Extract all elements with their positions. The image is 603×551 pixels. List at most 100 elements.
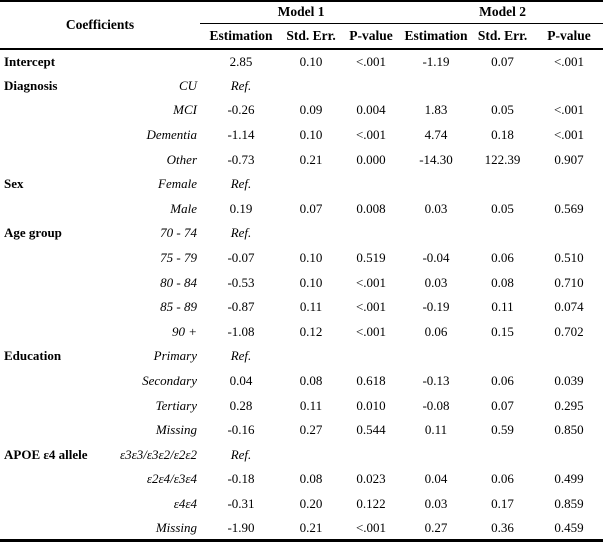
level-cell: 75 - 79 — [160, 250, 198, 266]
value-cell: 0.59 — [491, 422, 514, 438]
value-cell: 0.702 — [554, 323, 584, 339]
value-cell: -0.18 — [227, 471, 255, 487]
value-cell: 0.06 — [491, 250, 514, 266]
sub-header-row: Estimation Std. Err. P-value Estimation … — [0, 23, 603, 50]
value-cell: 0.06 — [491, 373, 514, 389]
value-cell: 0.21 — [299, 151, 323, 167]
group-cell — [0, 246, 95, 271]
value-cell — [340, 221, 402, 246]
table-row: Secondary 0.04 0.08 0.618 -0.13 0.06 0.0… — [0, 369, 603, 394]
value-cell: 0.05 — [491, 102, 514, 118]
value-cell: -1.19 — [422, 53, 450, 69]
table-row: Dementia -1.14 0.10 <.001 4.74 0.18 <.00… — [0, 123, 603, 148]
value-cell — [282, 221, 340, 246]
value-cell: 0.19 — [229, 200, 253, 216]
level-cell: CU — [178, 77, 198, 93]
value-cell: 0.04 — [229, 373, 253, 389]
model2-stderr-header: Std. Err. — [470, 23, 536, 50]
value-cell — [402, 74, 470, 99]
value-cell: 0.023 — [356, 471, 386, 487]
value-cell: Ref. — [230, 176, 252, 192]
value-cell: 0.10 — [299, 250, 323, 266]
value-cell — [402, 443, 470, 468]
value-cell — [470, 74, 535, 99]
value-cell: -0.73 — [227, 151, 255, 167]
value-cell: 0.36 — [491, 519, 514, 535]
value-cell — [402, 221, 470, 246]
value-cell: <.001 — [355, 519, 387, 535]
model1-estimation-header: Estimation — [200, 23, 283, 50]
value-cell: 0.510 — [554, 250, 584, 266]
value-cell: 4.74 — [424, 127, 448, 143]
value-cell: 0.09 — [299, 102, 323, 118]
level-cell: Tertiary — [155, 397, 198, 413]
model-header-row: Coefficients Model 1 Model 2 — [0, 1, 603, 50]
value-cell: 0.710 — [554, 274, 584, 290]
value-cell — [340, 443, 402, 468]
value-cell: 0.21 — [299, 519, 323, 535]
group-cell — [0, 197, 95, 222]
value-cell: 0.295 — [554, 397, 584, 413]
table-body: Intercept 2.85 0.10 <.001 -1.19 0.07 <.0… — [0, 49, 603, 541]
level-cell: 70 - 74 — [160, 225, 198, 241]
value-cell: 0.519 — [356, 250, 386, 266]
value-cell: 0.03 — [424, 200, 448, 216]
value-cell: -1.14 — [227, 127, 255, 143]
value-cell: 0.04 — [424, 471, 448, 487]
value-cell: 0.10 — [299, 127, 323, 143]
value-cell: <.001 — [553, 102, 585, 118]
table-row: 75 - 79 -0.07 0.10 0.519 -0.04 0.06 0.51… — [0, 246, 603, 271]
value-cell — [535, 443, 603, 468]
group-cell — [0, 492, 95, 517]
table-row: Missing -1.90 0.21 <.001 0.27 0.36 0.459 — [0, 516, 603, 541]
group-cell: Sex — [4, 176, 24, 192]
level-cell: 90 + — [171, 323, 198, 339]
value-cell: Ref. — [230, 348, 252, 364]
table-row: Tertiary 0.28 0.11 0.010 -0.08 0.07 0.29… — [0, 393, 603, 418]
value-cell — [282, 172, 340, 197]
table-row: Diagnosis CU Ref. — [0, 74, 603, 99]
value-cell: 1.83 — [424, 102, 448, 118]
model1-pvalue-header: P-value — [340, 23, 403, 50]
value-cell: 0.10 — [299, 274, 323, 290]
value-cell: <.001 — [355, 323, 387, 339]
value-cell — [470, 221, 535, 246]
value-cell: 0.03 — [424, 495, 448, 511]
level-cell — [95, 49, 200, 74]
value-cell: <.001 — [355, 299, 387, 315]
table-row: APOE ε4 allele ε3ε3/ε3ε2/ε2ε2 Ref. — [0, 443, 603, 468]
value-cell: 0.20 — [299, 495, 323, 511]
value-cell: 0.05 — [491, 200, 514, 216]
group-cell: Education — [4, 348, 62, 364]
value-cell — [282, 74, 340, 99]
value-cell: 0.06 — [491, 471, 514, 487]
group-cell: Diagnosis — [4, 77, 58, 93]
group-cell: Age group — [4, 225, 62, 241]
value-cell — [282, 443, 340, 468]
value-cell: 0.18 — [491, 127, 514, 143]
value-cell: 0.907 — [554, 151, 584, 167]
model1-header: Model 1 — [200, 1, 403, 24]
level-cell: MCI — [173, 102, 198, 118]
table-row: Education Primary Ref. — [0, 344, 603, 369]
value-cell: Ref. — [230, 77, 252, 93]
value-cell: 0.28 — [229, 397, 253, 413]
level-cell: ε2ε4/ε3ε4 — [146, 471, 198, 487]
value-cell: 0.850 — [554, 422, 584, 438]
value-cell: 0.11 — [299, 397, 323, 413]
table-row: 80 - 84 -0.53 0.10 <.001 0.03 0.08 0.710 — [0, 270, 603, 295]
value-cell: 0.07 — [299, 200, 323, 216]
value-cell: 0.074 — [554, 299, 584, 315]
value-cell: 0.11 — [491, 299, 514, 315]
level-cell: ε4ε4 — [173, 495, 198, 511]
value-cell: 0.000 — [356, 151, 386, 167]
model2-estimation-header: Estimation — [402, 23, 471, 50]
table-row: Missing -0.16 0.27 0.544 0.11 0.59 0.850 — [0, 418, 603, 443]
value-cell: <.001 — [355, 274, 387, 290]
level-cell: Secondary — [142, 373, 198, 389]
value-cell: 2.85 — [229, 53, 253, 69]
group-cell — [0, 393, 95, 418]
value-cell: 0.08 — [491, 274, 514, 290]
